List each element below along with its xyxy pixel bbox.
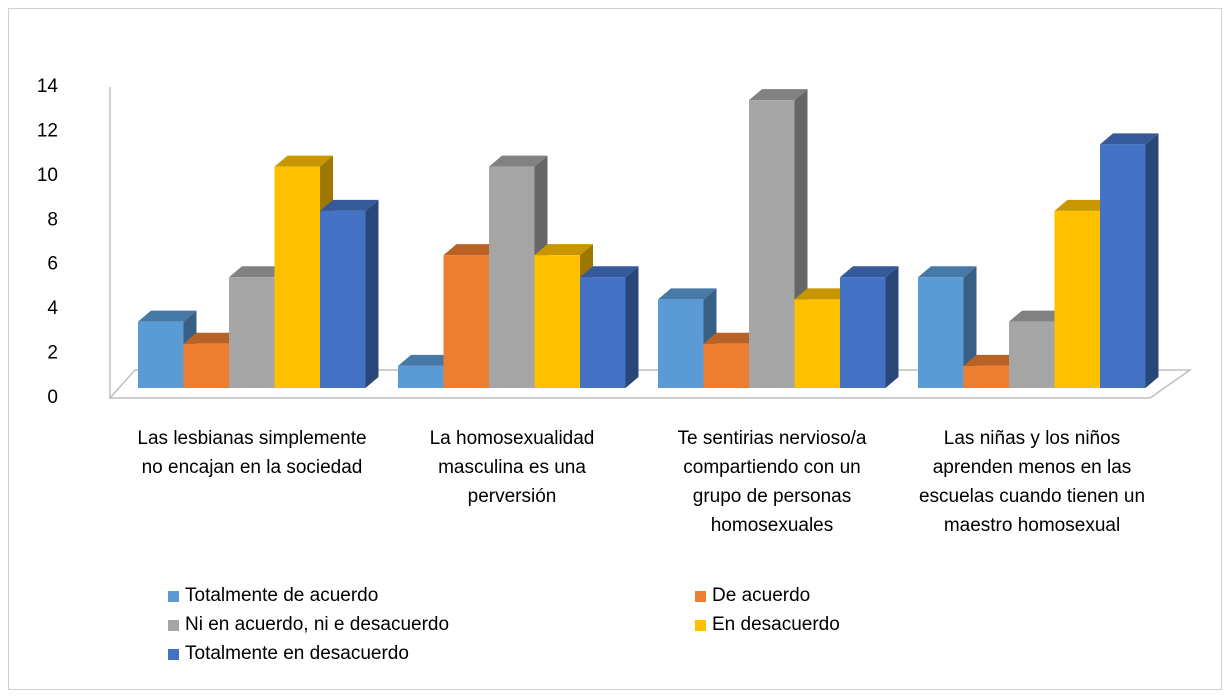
x-tick-label: Las niñas y los niños aprenden menos en … xyxy=(918,428,1146,536)
bar-face xyxy=(918,266,977,278)
bar-face xyxy=(138,310,197,322)
bar-face xyxy=(229,277,275,388)
bar-face xyxy=(320,210,366,388)
legend-label: Ni en acuerdo, ni e desacuerdo xyxy=(185,614,450,635)
bar-face xyxy=(918,277,964,388)
bar-face xyxy=(658,288,717,300)
legend-label: De acuerdo xyxy=(712,585,811,606)
bar-face xyxy=(580,277,626,388)
bar-face xyxy=(1054,199,1113,211)
bar-face xyxy=(534,244,593,256)
bar-face xyxy=(443,244,502,256)
bar-face xyxy=(1145,133,1159,388)
bar-face xyxy=(963,354,1022,366)
bar-face xyxy=(1009,321,1055,388)
legend-item: Ni en acuerdo, ni e desacuerdo xyxy=(168,614,449,636)
bar-face xyxy=(1100,133,1159,145)
x-tick-label: La homosexualidad masculina es una perve… xyxy=(429,428,595,507)
bar-face xyxy=(229,266,288,278)
bar-face xyxy=(840,266,899,278)
bar-face xyxy=(580,266,639,278)
bar-face xyxy=(749,89,808,101)
y-tick-label: 0 xyxy=(47,387,58,408)
bar-face xyxy=(658,299,704,388)
bar-face xyxy=(398,354,457,366)
x-tick-label: Las lesbianas simplemente no encajan en … xyxy=(137,428,367,478)
bar-face xyxy=(138,321,184,388)
y-tick-label: 14 xyxy=(37,76,59,97)
bar-face xyxy=(274,155,333,167)
bar xyxy=(580,266,639,388)
bar-face xyxy=(749,100,795,389)
bar-face xyxy=(1009,310,1068,322)
bar-face xyxy=(534,255,580,388)
legend-swatch xyxy=(695,590,706,602)
bar-face xyxy=(703,343,749,388)
bar-face xyxy=(443,255,489,388)
bar-face xyxy=(489,155,548,167)
bar-face xyxy=(1054,210,1100,388)
bar-face xyxy=(794,299,840,388)
legend-swatch xyxy=(168,590,179,602)
frame xyxy=(8,8,1222,690)
bar-face xyxy=(963,365,1009,388)
y-tick-label: 4 xyxy=(47,298,58,319)
bar-face xyxy=(365,199,379,388)
bar-face xyxy=(274,166,320,388)
legend-label: Totalmente de acuerdo xyxy=(185,585,379,606)
legend-swatch xyxy=(695,619,706,631)
bar-face xyxy=(840,277,886,388)
legend-item: Totalmente de acuerdo xyxy=(168,585,378,607)
bar xyxy=(918,266,977,388)
legend-label: En desacuerdo xyxy=(712,614,840,635)
bar-face xyxy=(703,332,762,344)
legend-item: En desacuerdo xyxy=(695,614,840,636)
bar-face xyxy=(1100,144,1146,388)
y-tick-label: 12 xyxy=(37,120,58,141)
bar-face xyxy=(489,166,535,388)
bar-face xyxy=(963,266,977,388)
bar xyxy=(840,266,899,388)
bar-face xyxy=(885,266,899,388)
bar-face xyxy=(183,332,242,344)
bar xyxy=(320,199,379,388)
bar-face xyxy=(320,199,379,211)
y-tick-label: 2 xyxy=(47,343,58,364)
legend-item: Totalmente en desacuerdo xyxy=(168,643,409,665)
bar-face xyxy=(398,365,444,388)
legend-label: Totalmente en desacuerdo xyxy=(185,643,409,664)
bar-face xyxy=(625,266,639,388)
y-tick-label: 8 xyxy=(47,209,58,230)
y-tick-label: 10 xyxy=(37,165,58,186)
bar-face xyxy=(183,343,229,388)
legend-swatch xyxy=(168,648,179,660)
bar xyxy=(794,288,853,388)
y-tick-label: 6 xyxy=(47,254,58,275)
floor xyxy=(108,369,1193,399)
legend-swatch xyxy=(168,619,179,631)
legend-item: De acuerdo xyxy=(695,585,810,607)
x-tick-label: Te sentirias nervioso/a compartiendo con… xyxy=(677,428,867,536)
bar xyxy=(1100,133,1159,388)
bar-face xyxy=(794,288,853,300)
